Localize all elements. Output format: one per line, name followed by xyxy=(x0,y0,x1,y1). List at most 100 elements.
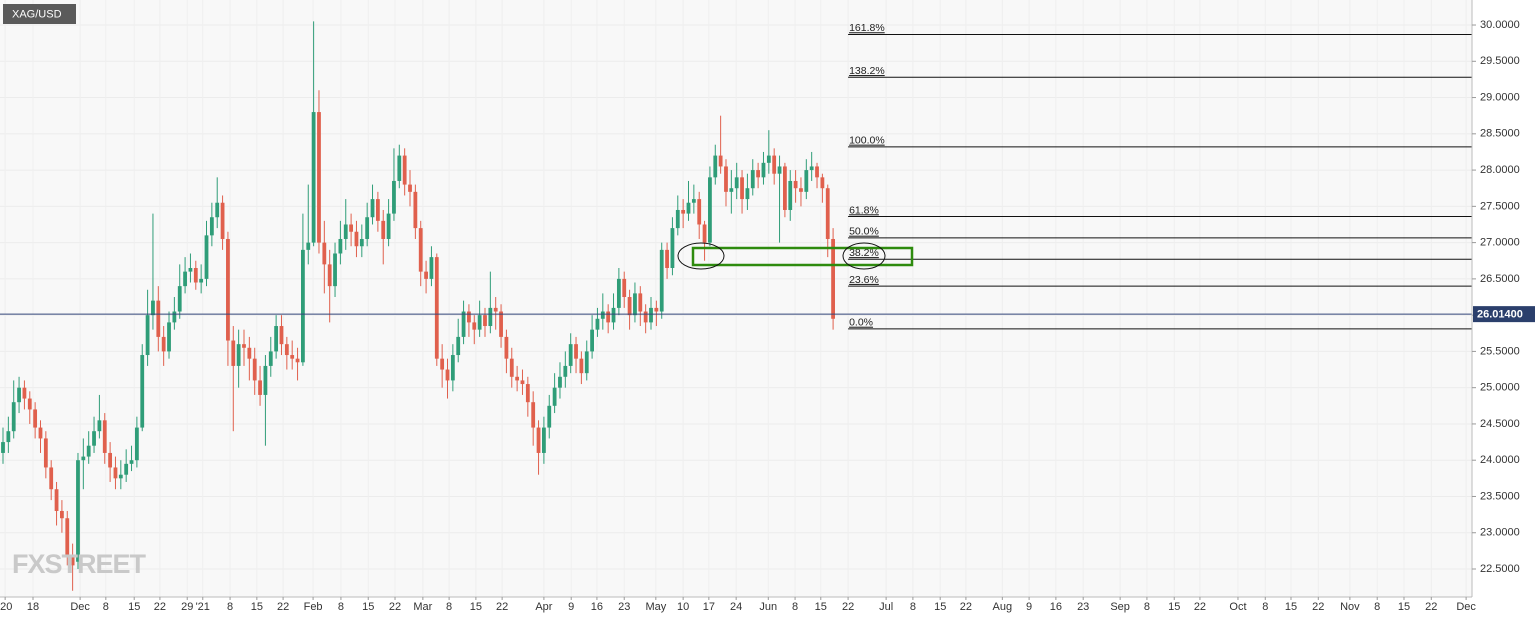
x-tick-label: 23 xyxy=(618,601,630,613)
y-tick-label: 23.5000 xyxy=(1480,490,1520,502)
candle-body xyxy=(659,249,664,312)
candle-body xyxy=(392,180,396,214)
candle-body xyxy=(343,224,348,239)
candle-body xyxy=(301,249,305,363)
candle-body xyxy=(777,166,782,174)
candle-body xyxy=(81,456,86,461)
candle-body xyxy=(488,307,493,327)
x-tick-label: 9 xyxy=(568,601,574,613)
candle-body xyxy=(183,271,187,287)
x-tick-label: 8 xyxy=(1374,601,1380,613)
candle-body xyxy=(279,326,284,345)
candle-body xyxy=(600,311,605,319)
watermark: FXSTREET xyxy=(12,549,147,579)
candle-body xyxy=(611,307,616,323)
candle-body xyxy=(113,467,118,479)
candle-body xyxy=(509,358,514,377)
candle-body xyxy=(108,452,113,468)
candle-body xyxy=(761,162,766,178)
candle-body xyxy=(215,202,220,218)
candle-body xyxy=(584,351,589,374)
fib-label: 23.6% xyxy=(849,274,879,286)
candle-body xyxy=(750,170,755,189)
candle-body xyxy=(317,112,321,243)
x-tick-label: 22 xyxy=(277,601,289,613)
candle-body xyxy=(49,467,54,490)
x-tick-label: Oct xyxy=(1229,601,1246,613)
candle-body xyxy=(60,510,64,519)
x-tick-label: 16 xyxy=(591,601,603,613)
time-axis-background xyxy=(0,597,1472,618)
candle-body xyxy=(515,376,520,381)
candle-body xyxy=(477,315,482,330)
candle-body xyxy=(370,199,375,218)
x-tick-label: 22 xyxy=(1312,601,1324,613)
candle-body xyxy=(558,376,562,388)
candle-body xyxy=(799,188,803,192)
x-tick-label: Dec xyxy=(1456,601,1476,613)
candle-body xyxy=(670,228,675,269)
x-tick-label: 8 xyxy=(910,601,916,613)
candle-body xyxy=(386,213,391,239)
candle-body xyxy=(92,431,96,446)
candle-body xyxy=(729,188,734,192)
candle-body xyxy=(177,286,182,312)
candle-body xyxy=(295,358,300,363)
x-tick-label: Nov xyxy=(1340,601,1360,613)
candle-body xyxy=(242,344,246,348)
candle-body xyxy=(199,278,204,283)
candle-body xyxy=(472,322,477,330)
x-tick-label: Aug xyxy=(993,601,1013,613)
candle-body xyxy=(27,398,32,410)
x-tick-label: Dec xyxy=(70,601,90,613)
x-tick-label: 15 xyxy=(128,601,140,613)
candle-body xyxy=(547,405,552,428)
candle-body xyxy=(429,257,434,279)
x-tick-label: 24 xyxy=(730,601,742,613)
candle-body xyxy=(627,297,632,316)
y-tick-label: 23.0000 xyxy=(1480,527,1520,539)
candle-body xyxy=(686,202,691,214)
candle-body xyxy=(33,409,38,428)
candle-body xyxy=(129,460,134,464)
candle-body xyxy=(574,344,578,359)
x-tick-label: 15 xyxy=(1398,601,1410,613)
x-tick-label: May xyxy=(645,601,666,613)
x-tick-label: 15 xyxy=(1168,601,1180,613)
candles xyxy=(1,21,835,591)
y-tick-label: 24.0000 xyxy=(1480,454,1520,466)
candle-body xyxy=(568,344,573,366)
candle-body xyxy=(804,170,809,192)
x-tick-label: 8 xyxy=(103,601,109,613)
last-price-tag xyxy=(1473,306,1535,323)
candle-body xyxy=(766,155,771,163)
x-tick-label: Jun xyxy=(759,601,777,613)
candle-body xyxy=(167,322,171,352)
candle-body xyxy=(745,188,750,200)
candle-body xyxy=(691,199,696,203)
candle-body xyxy=(306,242,311,250)
candle-body xyxy=(134,427,139,461)
x-tick-label: Mar xyxy=(413,601,432,613)
candle-body xyxy=(654,307,659,312)
candle-body xyxy=(70,554,75,566)
candle-body xyxy=(226,238,230,341)
candle-body xyxy=(322,242,327,265)
y-tick-label: 30.0000 xyxy=(1480,19,1520,31)
candle-body xyxy=(697,199,702,225)
candle-body xyxy=(402,155,407,185)
candle-body xyxy=(145,315,150,356)
x-tick-label: 22 xyxy=(154,601,166,613)
y-tick-label: 25.5000 xyxy=(1480,345,1520,357)
x-tick-label: Jul xyxy=(879,601,893,613)
candle-body xyxy=(649,307,653,323)
candle-body xyxy=(140,355,145,428)
x-tick-label: Sep xyxy=(1110,601,1130,613)
candle-body xyxy=(349,224,354,232)
candle-body xyxy=(365,217,370,239)
y-tick-label: 27.0000 xyxy=(1480,237,1520,249)
candle-body xyxy=(43,438,48,468)
candle-body xyxy=(252,358,257,381)
candle-body xyxy=(204,235,209,279)
x-tick-label: 22 xyxy=(1425,601,1437,613)
